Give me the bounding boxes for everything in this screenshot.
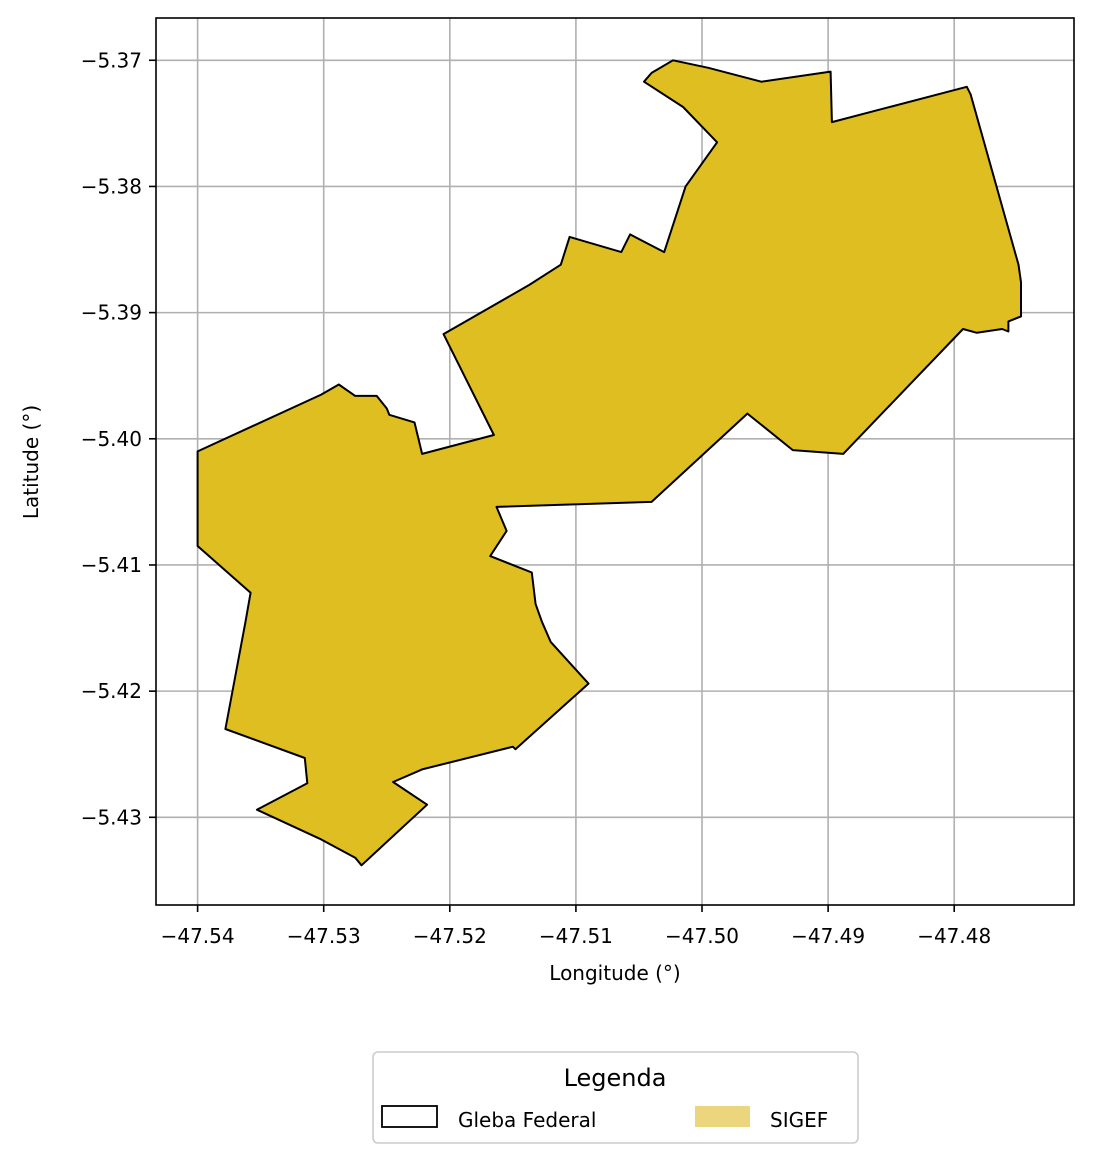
y-axis-label: Latitude (°) <box>19 405 43 519</box>
legend: Legenda Gleba Federal SIGEF <box>372 1051 859 1144</box>
legend-gleba-swatch <box>381 1105 438 1128</box>
x-tick-label: −47.50 <box>665 924 739 948</box>
x-tick-label: −47.51 <box>539 924 613 948</box>
y-tick-label: −5.39 <box>81 301 142 325</box>
x-tick-label: −47.53 <box>287 924 361 948</box>
polygon-layer <box>196 59 1022 867</box>
legend-sigef-label: SIGEF <box>770 1108 828 1132</box>
y-tick-label: −5.38 <box>81 174 142 198</box>
plot-frame <box>155 17 1075 906</box>
x-tick-label: −47.49 <box>791 924 865 948</box>
legend-sigef-swatch <box>695 1106 750 1127</box>
y-tick-label: −5.43 <box>81 805 142 829</box>
y-tick-label: −5.37 <box>81 48 142 72</box>
y-tick-label: −5.41 <box>81 553 142 577</box>
y-tick-label: −5.42 <box>81 679 142 703</box>
x-axis-label: Longitude (°) <box>549 961 680 985</box>
x-tick-label: −47.54 <box>161 924 235 948</box>
legend-gleba-label: Gleba Federal <box>458 1108 596 1132</box>
legend-title: Legenda <box>564 1064 667 1092</box>
x-tick-label: −47.52 <box>413 924 487 948</box>
x-axis-ticks: −47.54 −47.53 −47.52 −47.51 −47.50 −47.49 −47.… <box>161 905 991 948</box>
x-tick-label: −47.48 <box>917 924 991 948</box>
y-tick-label: −5.40 <box>81 427 142 451</box>
y-axis-ticks: −5.37 −5.38 −5.39 −5.40 −5.41 −5.42 −5.43 <box>81 48 156 829</box>
gleba-federal-outline <box>196 59 1022 867</box>
sigef-polygon <box>197 60 1022 866</box>
